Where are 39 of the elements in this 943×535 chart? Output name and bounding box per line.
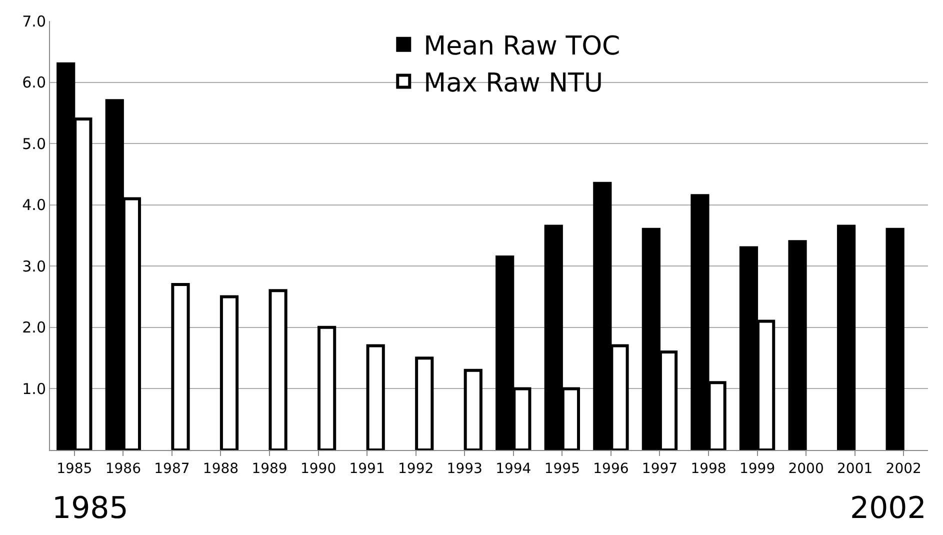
y-tick-label: 2.0 [22,318,46,337]
text: 2002 [850,491,926,526]
x-tick-label: 1999 [739,460,776,477]
x-tick-label: 2002 [886,460,922,477]
x-tick-label: 1997 [642,460,678,477]
x-tick-label: 1998 [690,460,726,477]
x-tick-label: 1996 [593,460,629,477]
bar [886,228,904,450]
x-tick-label: 1986 [105,460,142,477]
x-tick-label: 1992 [398,460,434,477]
x-tick-label: 1993 [446,460,482,477]
y-tick-label: 5.0 [22,134,46,153]
x-tick-label: 1985 [56,460,92,477]
bar [788,240,807,450]
y-tick-label: 3.0 [22,257,46,276]
bar [415,356,434,450]
x-tick-label: 1990 [300,460,336,477]
bar [268,289,288,450]
bar [171,283,190,450]
bar [220,295,239,450]
x-tick-label: 1988 [202,460,239,477]
bar [836,224,856,450]
x-tick-label: 1994 [496,460,532,477]
legend-label: Max Raw NTU [424,68,603,98]
x-tick-label: 2001 [837,460,873,477]
legend-label: Mean Raw TOC [424,32,620,62]
y-tick-label: 4.0 [22,196,46,214]
x-tick-label: 2000 [788,460,824,477]
y-tick-label: 7.0 [22,12,46,30]
y-tick-label: 6.0 [22,74,46,92]
x-tick-label: 1989 [252,460,288,477]
x-tick-label: 1987 [154,460,190,477]
x-tick-label: 1995 [544,460,580,477]
x-tick-label: 1991 [349,460,385,477]
bar [464,368,482,450]
y-tick-label: 1.0 [22,380,46,398]
text: 1985 [52,491,128,526]
bar [318,326,336,450]
bar [366,344,385,450]
